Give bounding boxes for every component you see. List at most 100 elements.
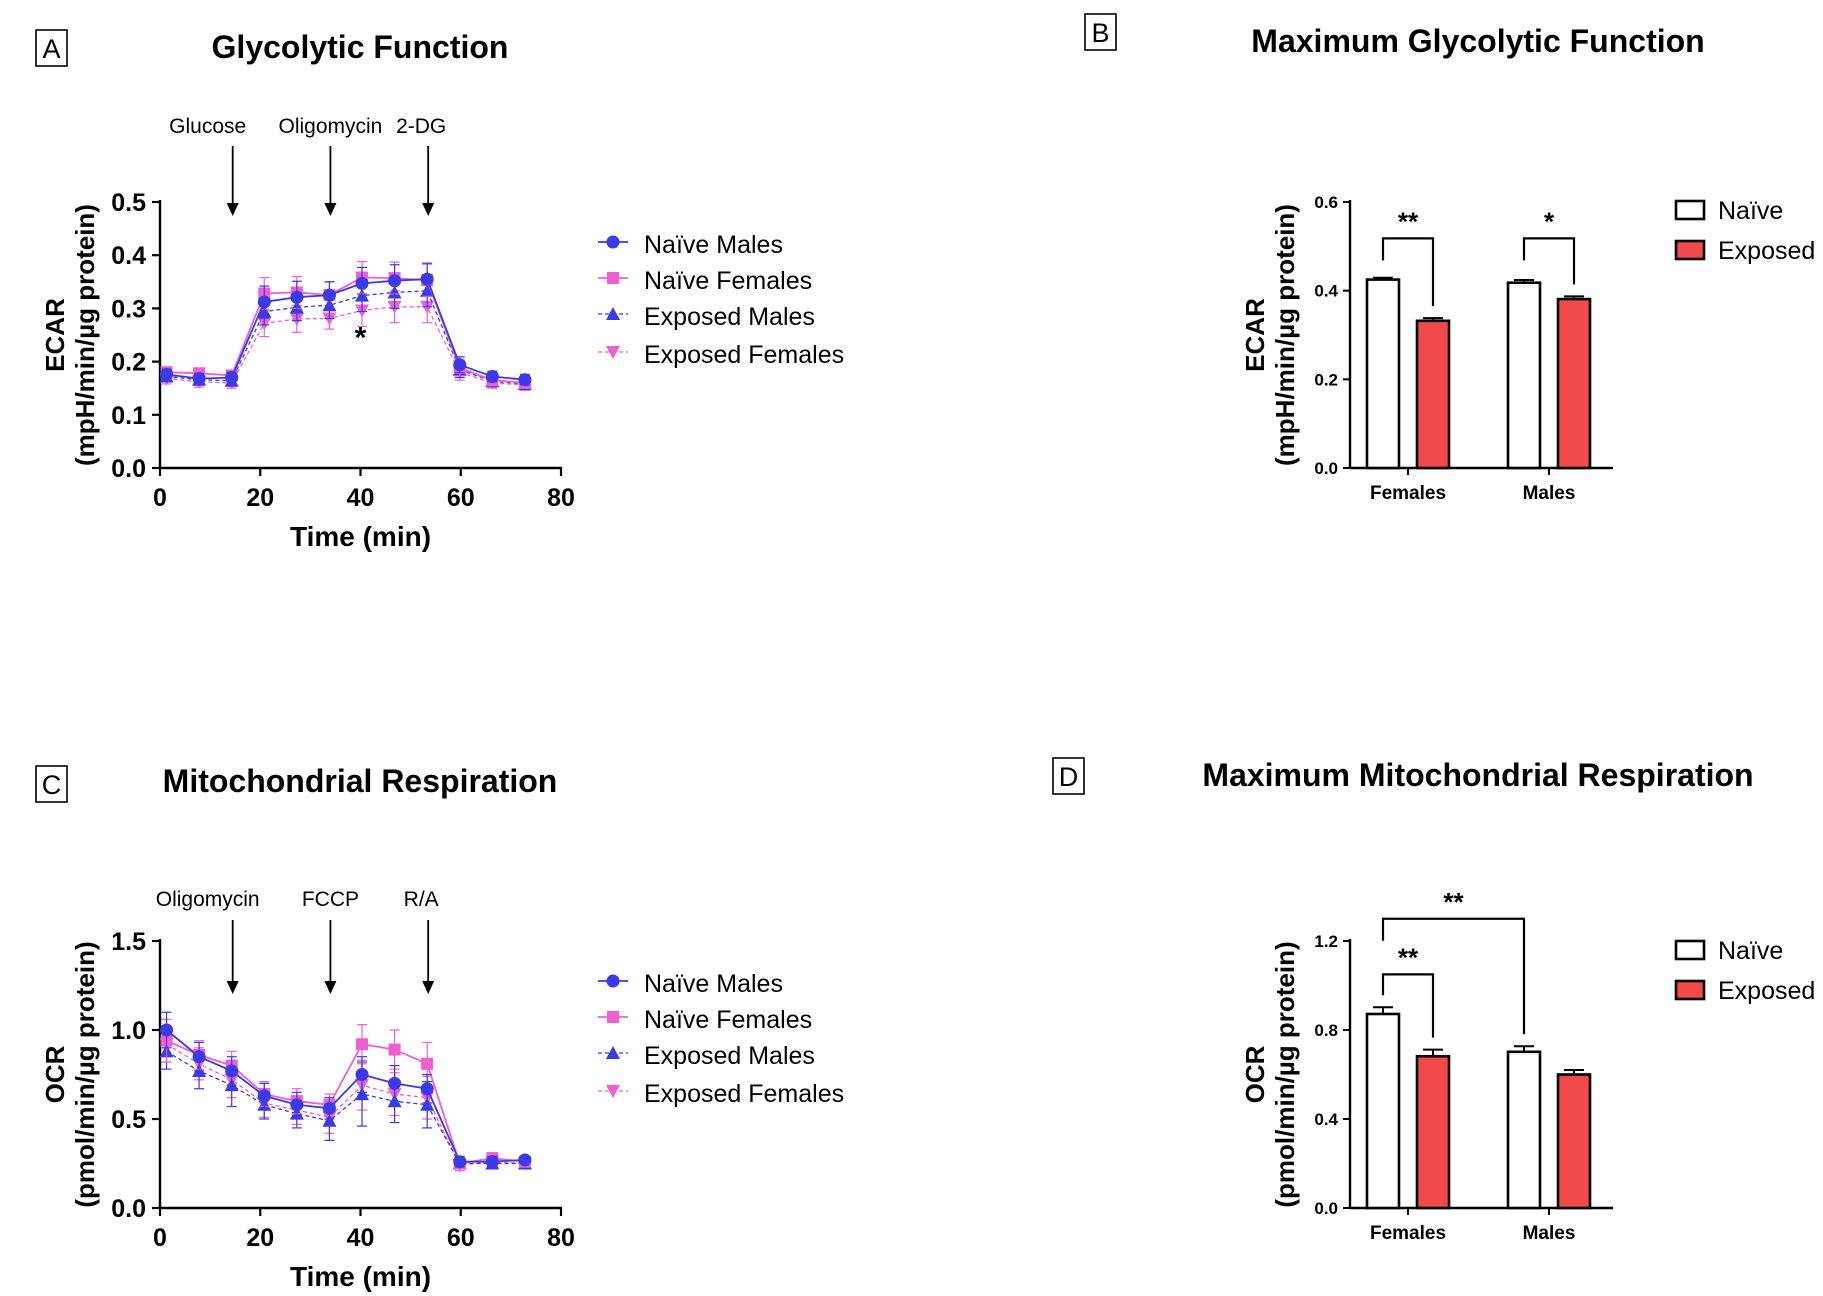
y-axis-label-line2: (pmol/min/µg protein)	[1270, 941, 1300, 1207]
panel-label-box	[35, 29, 68, 67]
series-line	[166, 278, 525, 381]
data-point	[322, 1101, 336, 1115]
panel-label: D	[1059, 762, 1079, 792]
data-point	[421, 1057, 434, 1070]
panel-label-box	[1052, 757, 1085, 795]
injection-arrow-head	[226, 981, 239, 994]
legend-label: Naïve	[1718, 197, 1783, 225]
data-point	[290, 1098, 304, 1112]
x-tick-label: 20	[246, 484, 274, 512]
data-point	[388, 1076, 402, 1090]
data-point	[257, 1089, 271, 1103]
x-tick-label: 40	[347, 1224, 375, 1252]
series-line	[165, 1029, 525, 1163]
bar-na-ve-females	[1365, 1012, 1401, 1210]
x-axis-label: Time (min)	[290, 521, 431, 552]
series-exposed-females	[159, 290, 532, 393]
x-tick-label: 20	[246, 1224, 274, 1252]
y-tick-label: 0.0	[1314, 459, 1338, 478]
legend-marker	[606, 1046, 620, 1059]
y-axis-label-line2: (mpH/min/µg protein)	[1270, 204, 1300, 466]
y-axis-label-line1: OCR	[1240, 1045, 1270, 1103]
legend-label: Naïve Females	[644, 1006, 812, 1034]
chart-title: Maximum Glycolytic Function	[1251, 23, 1704, 59]
y-axis-label-line2: (pmol/min/µg protein)	[70, 941, 100, 1207]
legend-marker	[607, 272, 619, 284]
data-point	[420, 1082, 434, 1096]
data-point	[192, 1050, 206, 1064]
y-tick-label: 0.4	[1314, 1110, 1338, 1129]
significance-bracket	[1381, 973, 1435, 1038]
significance-label: **	[1398, 206, 1419, 236]
data-point	[518, 373, 532, 387]
data-point	[356, 1038, 369, 1051]
legend-label: Naïve Males	[644, 970, 783, 998]
series-exposed-females	[159, 1025, 532, 1173]
data-point	[225, 371, 239, 385]
y-tick-label: 1.2	[1314, 932, 1338, 951]
data-point	[388, 1043, 401, 1056]
significance-bracket	[1381, 917, 1526, 1035]
significance-marker: *	[355, 322, 367, 355]
y-tick-label: 0.1	[111, 402, 146, 430]
legend-swatch	[1674, 939, 1706, 961]
data-point	[355, 276, 369, 290]
injection-label: R/A	[404, 888, 439, 911]
y-tick-label: 1.0	[111, 1017, 146, 1045]
significance-bracket	[1522, 237, 1576, 285]
data-point	[160, 367, 174, 381]
y-tick-label: 0.6	[1314, 193, 1338, 212]
bar-na-ve-males	[1506, 1050, 1542, 1210]
injection-arrow-head	[422, 981, 435, 994]
injection-arrow-head	[324, 203, 337, 216]
legend-label: Exposed	[1718, 977, 1815, 1005]
legend-marker	[606, 1085, 620, 1098]
x-tick-label: 0	[153, 484, 167, 512]
series-line	[166, 290, 525, 385]
chart-title: Glycolytic Function	[212, 29, 509, 65]
panel-label: C	[42, 770, 62, 800]
legend-label: Naïve	[1718, 937, 1783, 965]
y-tick-label: 0.4	[1314, 282, 1338, 301]
y-tick-label: 0.0	[111, 1195, 146, 1223]
significance-label: *	[1544, 206, 1555, 236]
bar-exposed-males	[1556, 297, 1592, 470]
legend-marker	[606, 346, 620, 359]
panel-label-box	[1084, 13, 1117, 51]
injection-label: Oligomycin	[278, 115, 382, 138]
y-tick-label: 0.3	[111, 295, 146, 323]
x-tick-label: 80	[547, 1224, 575, 1252]
injection-label: 2-DG	[396, 115, 446, 138]
y-tick-label: 0.2	[111, 349, 146, 377]
legend-marker	[606, 235, 620, 249]
y-tick-label: 0.0	[1314, 1199, 1338, 1218]
legend-label: Exposed Males	[644, 1042, 815, 1070]
y-axis-label-line2: (mpH/min/µg protein)	[70, 204, 100, 466]
legend-marker	[606, 974, 620, 988]
data-point	[192, 372, 206, 386]
y-tick-label: 0.0	[111, 455, 146, 483]
x-tick-label: 80	[547, 484, 575, 512]
injection-label: Glucose	[169, 115, 246, 138]
y-axis-label-line1: OCR	[40, 1045, 70, 1103]
data-point	[355, 1087, 370, 1101]
bar-exposed-females	[1415, 1054, 1451, 1210]
y-tick-label: 0.5	[111, 189, 146, 217]
y-tick-label: 0.2	[1314, 370, 1338, 389]
y-tick-label: 0.8	[1314, 1021, 1338, 1040]
injection-label: FCCP	[302, 888, 359, 911]
bar-na-ve-males	[1506, 281, 1542, 470]
legend-swatch	[1674, 199, 1706, 221]
panel-label-box	[35, 765, 68, 803]
panel-label: A	[42, 34, 60, 64]
y-tick-label: 0.4	[111, 242, 146, 270]
legend-label: Exposed Females	[644, 341, 844, 369]
y-tick-label: 0.5	[111, 1106, 146, 1134]
y-axis-label-line1: ECAR	[40, 298, 70, 372]
injection-arrow-head	[422, 203, 435, 216]
data-point	[518, 1153, 532, 1167]
data-point	[388, 274, 402, 288]
x-tick-label: 60	[447, 484, 475, 512]
panel-label: B	[1091, 18, 1109, 48]
data-point	[290, 290, 304, 304]
